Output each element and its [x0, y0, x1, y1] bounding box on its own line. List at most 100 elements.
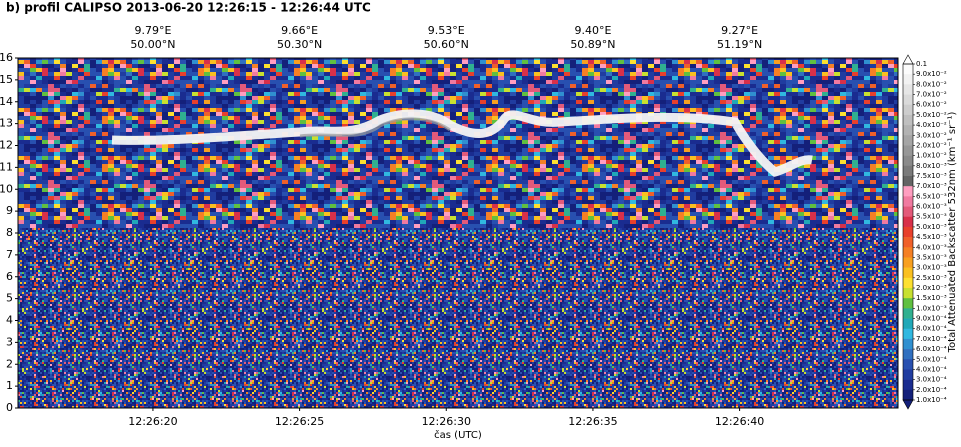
x-tick-label: 12:26:30 — [422, 415, 471, 428]
colorbar-segment — [903, 308, 913, 318]
y-tick-label: 9 — [6, 204, 13, 217]
colorbar-segment — [903, 390, 913, 400]
top-lat-label: 50.30°N — [277, 38, 322, 51]
colorbar-tick-label: 6.0x10⁻³ — [916, 203, 947, 211]
colorbar-tick-label: 5.0x10⁻² — [916, 111, 947, 119]
colorbar-segment — [903, 115, 913, 125]
colorbar-bottom-arrow — [903, 400, 913, 409]
colorbar-tick-label: 6.5x10⁻³ — [916, 192, 947, 200]
colorbar-segment — [903, 339, 913, 349]
colorbar-tick-label: 5.0x10⁻⁴ — [916, 355, 947, 363]
colorbar-tick-label: 2.0x10⁻² — [916, 141, 947, 149]
colorbar-segment — [903, 186, 913, 196]
chart-title: b) profil CALIPSO 2013-06-20 12:26:15 - … — [6, 1, 371, 15]
colorbar-top-arrow — [903, 55, 913, 64]
colorbar-tick-label: 6.0x10⁻² — [916, 101, 947, 109]
colorbar-segment — [903, 145, 913, 155]
y-tick-label: 12 — [0, 139, 13, 152]
colorbar-tick-label: 4.0x10⁻⁴ — [916, 365, 947, 373]
colorbar-segment — [903, 329, 913, 339]
colorbar-segment — [903, 268, 913, 278]
colorbar-segment — [903, 237, 913, 247]
y-tick-label: 8 — [6, 226, 13, 239]
top-lat-label: 51.19°N — [717, 38, 762, 51]
colorbar-tick-label: 4.5x10⁻³ — [916, 233, 947, 241]
colorbar-segment — [903, 64, 913, 74]
colorbar-label: Total Attenuated Backscatter 532nm (km⁻¹… — [947, 112, 958, 354]
x-tick-label: 12:26:35 — [568, 415, 617, 428]
colorbar-tick-label: 5.0x10⁻³ — [916, 223, 947, 231]
colorbar-tick-label: 8.0x10⁻³ — [916, 162, 947, 170]
colorbar-segment — [903, 176, 913, 186]
colorbar-segment — [903, 349, 913, 359]
x-tick-label: 12:26:40 — [715, 415, 764, 428]
colorbar-tick-label: 1.5x10⁻³ — [916, 294, 947, 302]
top-lon-label: 9.53°E — [428, 24, 465, 37]
colorbar-tick-label: 0.1 — [916, 60, 927, 68]
colorbar-segment — [903, 217, 913, 227]
colorbar-segment — [903, 227, 913, 237]
colorbar-tick-label: 3.0x10⁻³ — [916, 264, 947, 272]
y-tick-label: 10 — [0, 182, 13, 195]
colorbar-segment — [903, 166, 913, 176]
x-axis-label: čas (UTC) — [434, 429, 482, 441]
colorbar-tick-label: 3.0x10⁻² — [916, 131, 947, 139]
colorbar-segment — [903, 257, 913, 267]
lower-backscatter — [18, 228, 898, 408]
colorbar-tick-label: 8.0x10⁻⁴ — [916, 325, 947, 333]
colorbar-segment — [903, 380, 913, 390]
plot-area — [18, 58, 898, 408]
y-tick-label: 2 — [6, 357, 13, 370]
top-lon-label: 9.27°E — [721, 24, 758, 37]
y-tick-label: 7 — [6, 248, 13, 261]
y-tick-label: 14 — [0, 95, 13, 108]
y-tick-label: 11 — [0, 160, 13, 173]
y-tick-label: 1 — [6, 379, 13, 392]
colorbar-segment — [903, 95, 913, 105]
y-tick-label: 16 — [0, 51, 13, 64]
y-tick-label: 15 — [0, 73, 13, 86]
colorbar-tick-label: 8.0x10⁻² — [916, 80, 947, 88]
colorbar-segment — [903, 359, 913, 369]
x-tick-label: 12:26:25 — [275, 415, 324, 428]
y-tick-label: 5 — [6, 292, 13, 305]
chart: b) profil CALIPSO 2013-06-20 12:26:15 - … — [0, 0, 961, 447]
colorbar-tick-label: 6.0x10⁻⁴ — [916, 345, 947, 353]
colorbar-tick-label: 7.5x10⁻³ — [916, 172, 947, 180]
colorbar-tick-label: 1.0x10⁻⁴ — [916, 396, 947, 404]
colorbar-segment — [903, 156, 913, 166]
colorbar-tick-label: 7.0x10⁻⁴ — [916, 335, 947, 343]
colorbar-tick-label: 3.0x10⁻⁴ — [916, 376, 947, 384]
x-tick-label: 12:26:20 — [128, 415, 177, 428]
y-tick-label: 13 — [0, 117, 13, 130]
colorbar-segment — [903, 247, 913, 257]
colorbar-tick-label: 4.0x10⁻² — [916, 121, 947, 129]
colorbar-segment — [903, 196, 913, 206]
colorbar-tick-label: 1.0x10⁻² — [916, 152, 947, 160]
colorbar-segment — [903, 278, 913, 288]
colorbar-tick-label: 4.0x10⁻³ — [916, 243, 947, 251]
colorbar-tick-label: 2.5x10⁻³ — [916, 274, 947, 282]
colorbar-tick-label: 9.0x10⁻² — [916, 70, 947, 78]
colorbar-tick-label: 5.5x10⁻³ — [916, 213, 947, 221]
colorbar-segment — [903, 369, 913, 379]
colorbar-segment — [903, 74, 913, 84]
y-tick-label: 0 — [6, 401, 13, 414]
colorbar-segment — [903, 298, 913, 308]
top-lon-label: 9.79°E — [134, 24, 171, 37]
top-lon-label: 9.66°E — [281, 24, 318, 37]
colorbar-tick-label: 7.0x10⁻² — [916, 91, 947, 99]
colorbar-tick-label: 2.0x10⁻⁴ — [916, 386, 947, 394]
colorbar-segment — [903, 135, 913, 145]
colorbar-tick-label: 2.0x10⁻³ — [916, 284, 947, 292]
colorbar-tick-label: 7.0x10⁻³ — [916, 182, 947, 190]
top-lat-label: 50.00°N — [130, 38, 175, 51]
colorbar-tick-label: 1.0x10⁻³ — [916, 304, 947, 312]
colorbar-tick-label: 3.5x10⁻³ — [916, 253, 947, 261]
top-lon-label: 9.40°E — [574, 24, 611, 37]
colorbar-segment — [903, 288, 913, 298]
colorbar-segment — [903, 84, 913, 94]
y-tick-label: 4 — [6, 314, 13, 327]
colorbar-segment — [903, 125, 913, 135]
y-tick-label: 3 — [6, 335, 13, 348]
